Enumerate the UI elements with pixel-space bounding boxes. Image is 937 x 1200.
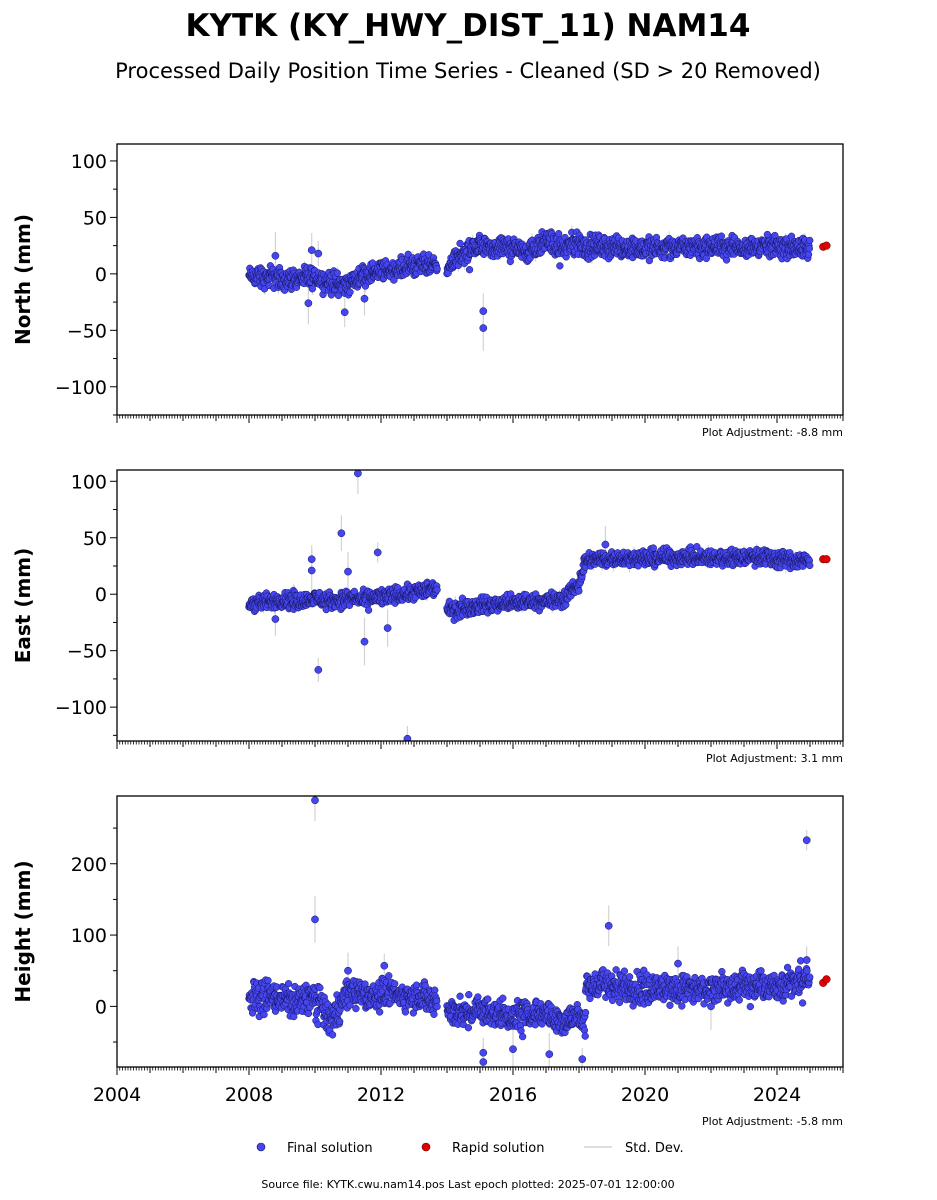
data-point <box>316 984 324 992</box>
data-point <box>346 1001 354 1009</box>
final-points <box>245 228 814 332</box>
data-point <box>474 993 482 1001</box>
y-tick-label: 50 <box>83 207 107 229</box>
data-point <box>390 276 398 284</box>
y-tick-label: −50 <box>67 320 107 342</box>
data-point <box>464 1024 473 1032</box>
outlier-point <box>373 548 382 557</box>
rapid-point <box>822 555 831 564</box>
outlier-point <box>344 567 352 576</box>
plot-adjustment: Plot Adjustment: -8.8 mm <box>702 426 843 439</box>
data-point <box>352 1004 360 1013</box>
rapid-points <box>819 555 831 564</box>
data-point <box>364 606 373 614</box>
data-point <box>499 994 507 1002</box>
data-point <box>806 236 814 245</box>
data-point <box>304 1009 313 1018</box>
outlier-point <box>360 637 369 646</box>
data-point <box>456 992 464 1000</box>
y-tick-label: −50 <box>67 641 107 663</box>
data-point <box>328 1031 337 1039</box>
y-tick-label: 0 <box>95 584 107 606</box>
y-tick-label: 0 <box>95 264 107 286</box>
data-point <box>284 980 293 988</box>
data-point <box>346 288 354 296</box>
outlier-point <box>337 529 346 538</box>
plot-area <box>245 796 831 1067</box>
data-point <box>260 1010 268 1019</box>
figure-subtitle: Processed Daily Position Time Series - C… <box>115 59 821 83</box>
outlier-point <box>479 307 488 315</box>
data-point <box>805 244 813 253</box>
outlier-point <box>271 615 280 623</box>
panel-2: −100 −50 0 50 100 East (mm) Plot Adjustment: 3… <box>11 469 844 765</box>
data-point <box>433 265 441 273</box>
y-tick-label: −100 <box>55 377 107 399</box>
outlier-point <box>403 734 412 741</box>
y-axis-label: East (mm) <box>11 548 35 664</box>
y-axis-label: North (mm) <box>11 214 35 345</box>
rapid-points <box>819 241 831 251</box>
data-point <box>430 1010 438 1018</box>
figure-title: KYTK (KY_HWY_DIST_11) NAM14 <box>186 8 751 44</box>
data-point <box>717 232 726 240</box>
data-point <box>385 972 393 980</box>
outlier-point <box>314 666 323 674</box>
outlier-point <box>314 249 323 258</box>
data-point <box>376 1008 384 1016</box>
plot-adjustment: Plot Adjustment: 3.1 mm <box>706 752 843 765</box>
data-point <box>333 269 341 277</box>
data-point <box>308 285 317 293</box>
data-point <box>555 230 563 238</box>
data-point <box>264 976 272 985</box>
outlier-point <box>360 294 369 303</box>
y-tick-label: 50 <box>83 528 107 550</box>
data-point <box>465 991 473 999</box>
data-point <box>456 239 464 248</box>
panel-1: −100 −50 0 50 100 North (mm) Plot Adjustment: … <box>11 143 844 439</box>
plot-area <box>245 225 831 351</box>
outlier-point <box>383 624 392 632</box>
data-point <box>484 995 492 1003</box>
panels: −100 −50 0 50 100 North (mm) Plot Adjustment: … <box>11 143 844 1128</box>
data-point <box>433 586 441 594</box>
data-point <box>518 1032 527 1041</box>
plot-area <box>245 470 831 741</box>
panel-frame <box>116 143 844 416</box>
data-point <box>806 561 814 570</box>
data-point <box>556 262 564 270</box>
outlier-point <box>479 324 488 332</box>
data-point <box>804 250 813 259</box>
outlier-point <box>304 299 313 308</box>
outlier-point <box>307 246 316 254</box>
y-tick-label: 100 <box>71 471 107 493</box>
rapid-point <box>822 241 831 250</box>
y-tick-label: 100 <box>71 151 107 173</box>
outlier-point <box>271 251 280 260</box>
data-point <box>421 981 429 990</box>
data-point <box>336 1017 344 1026</box>
outlier-point <box>340 308 349 317</box>
data-point <box>391 980 399 988</box>
data-point <box>787 232 796 240</box>
final-points <box>245 470 814 741</box>
data-point <box>433 1002 441 1011</box>
outlier-point <box>601 540 610 549</box>
data-point <box>401 1008 410 1016</box>
outlier-point <box>307 555 316 564</box>
outlier-point <box>354 470 362 478</box>
data-point <box>465 266 474 274</box>
data-point <box>702 254 711 263</box>
data-point <box>649 544 657 552</box>
data-point <box>575 587 583 595</box>
outlier-point <box>307 566 316 575</box>
y-tick-label: −100 <box>55 697 107 719</box>
final-points <box>245 796 814 1066</box>
